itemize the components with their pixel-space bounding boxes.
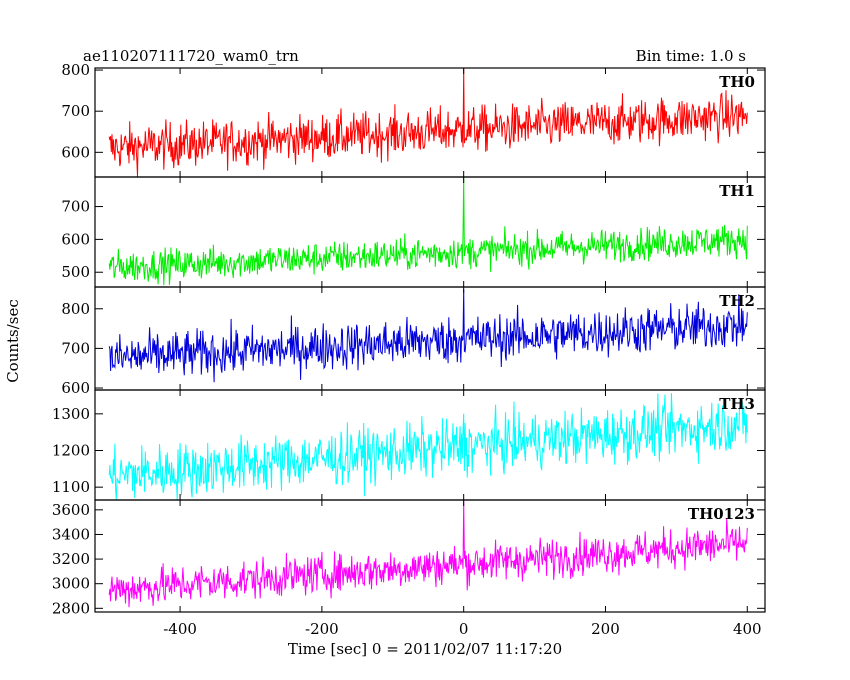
y-tick-label: 3600 [52,501,90,519]
y-axis-label: Counts/sec [4,299,22,383]
chart-title: ae110207111720_wam0_trn [83,47,299,65]
series-line-th1 [108,176,748,286]
series-line-th3 [108,392,748,501]
y-tick-label: 2800 [52,599,90,617]
panel-label-th3: TH3 [719,395,755,413]
y-tick-label: 600 [61,379,90,397]
y-tick-label: 1100 [52,478,90,496]
y-tick-label: 800 [61,61,90,79]
y-tick-label: 1200 [52,442,90,460]
panel-label-th0123: TH0123 [688,505,755,523]
panel-label-th0: TH0 [719,73,755,91]
y-tick-label: 1300 [52,405,90,423]
x-tick-label: -200 [305,620,339,638]
panels-group: 600 700 800 TH0 500 600 700 TH1 600 700 800 TH2 1100… [52,61,766,638]
panel-frame-th0123 [94,499,766,613]
x-tick-label: 200 [591,620,620,638]
y-tick-label: 500 [61,263,90,281]
x-axis-label: Time [sec] 0 = 2011/02/07 11:17:20 [288,640,562,658]
x-tick-label: 0 [459,620,469,638]
y-tick-label: 3400 [52,525,90,543]
x-tick-label: 400 [733,620,762,638]
series-line-th0 [108,67,748,177]
panel-label-th1: TH1 [719,182,755,200]
y-tick-label: 700 [61,339,90,357]
y-tick-label: 700 [61,198,90,216]
y-tick-label: 3200 [52,550,90,568]
y-tick-label: 700 [61,102,90,120]
y-tick-label: 600 [61,143,90,161]
series-line-th2 [108,288,748,383]
chart-subtitle: Bin time: 1.0 s [636,47,746,65]
y-tick-label: 600 [61,230,90,248]
series-line-th0123 [108,499,748,608]
panel-label-th2: TH2 [719,292,755,310]
y-tick-label: 800 [61,300,90,318]
y-tick-label: 3000 [52,575,90,593]
x-tick-label: -400 [163,620,197,638]
